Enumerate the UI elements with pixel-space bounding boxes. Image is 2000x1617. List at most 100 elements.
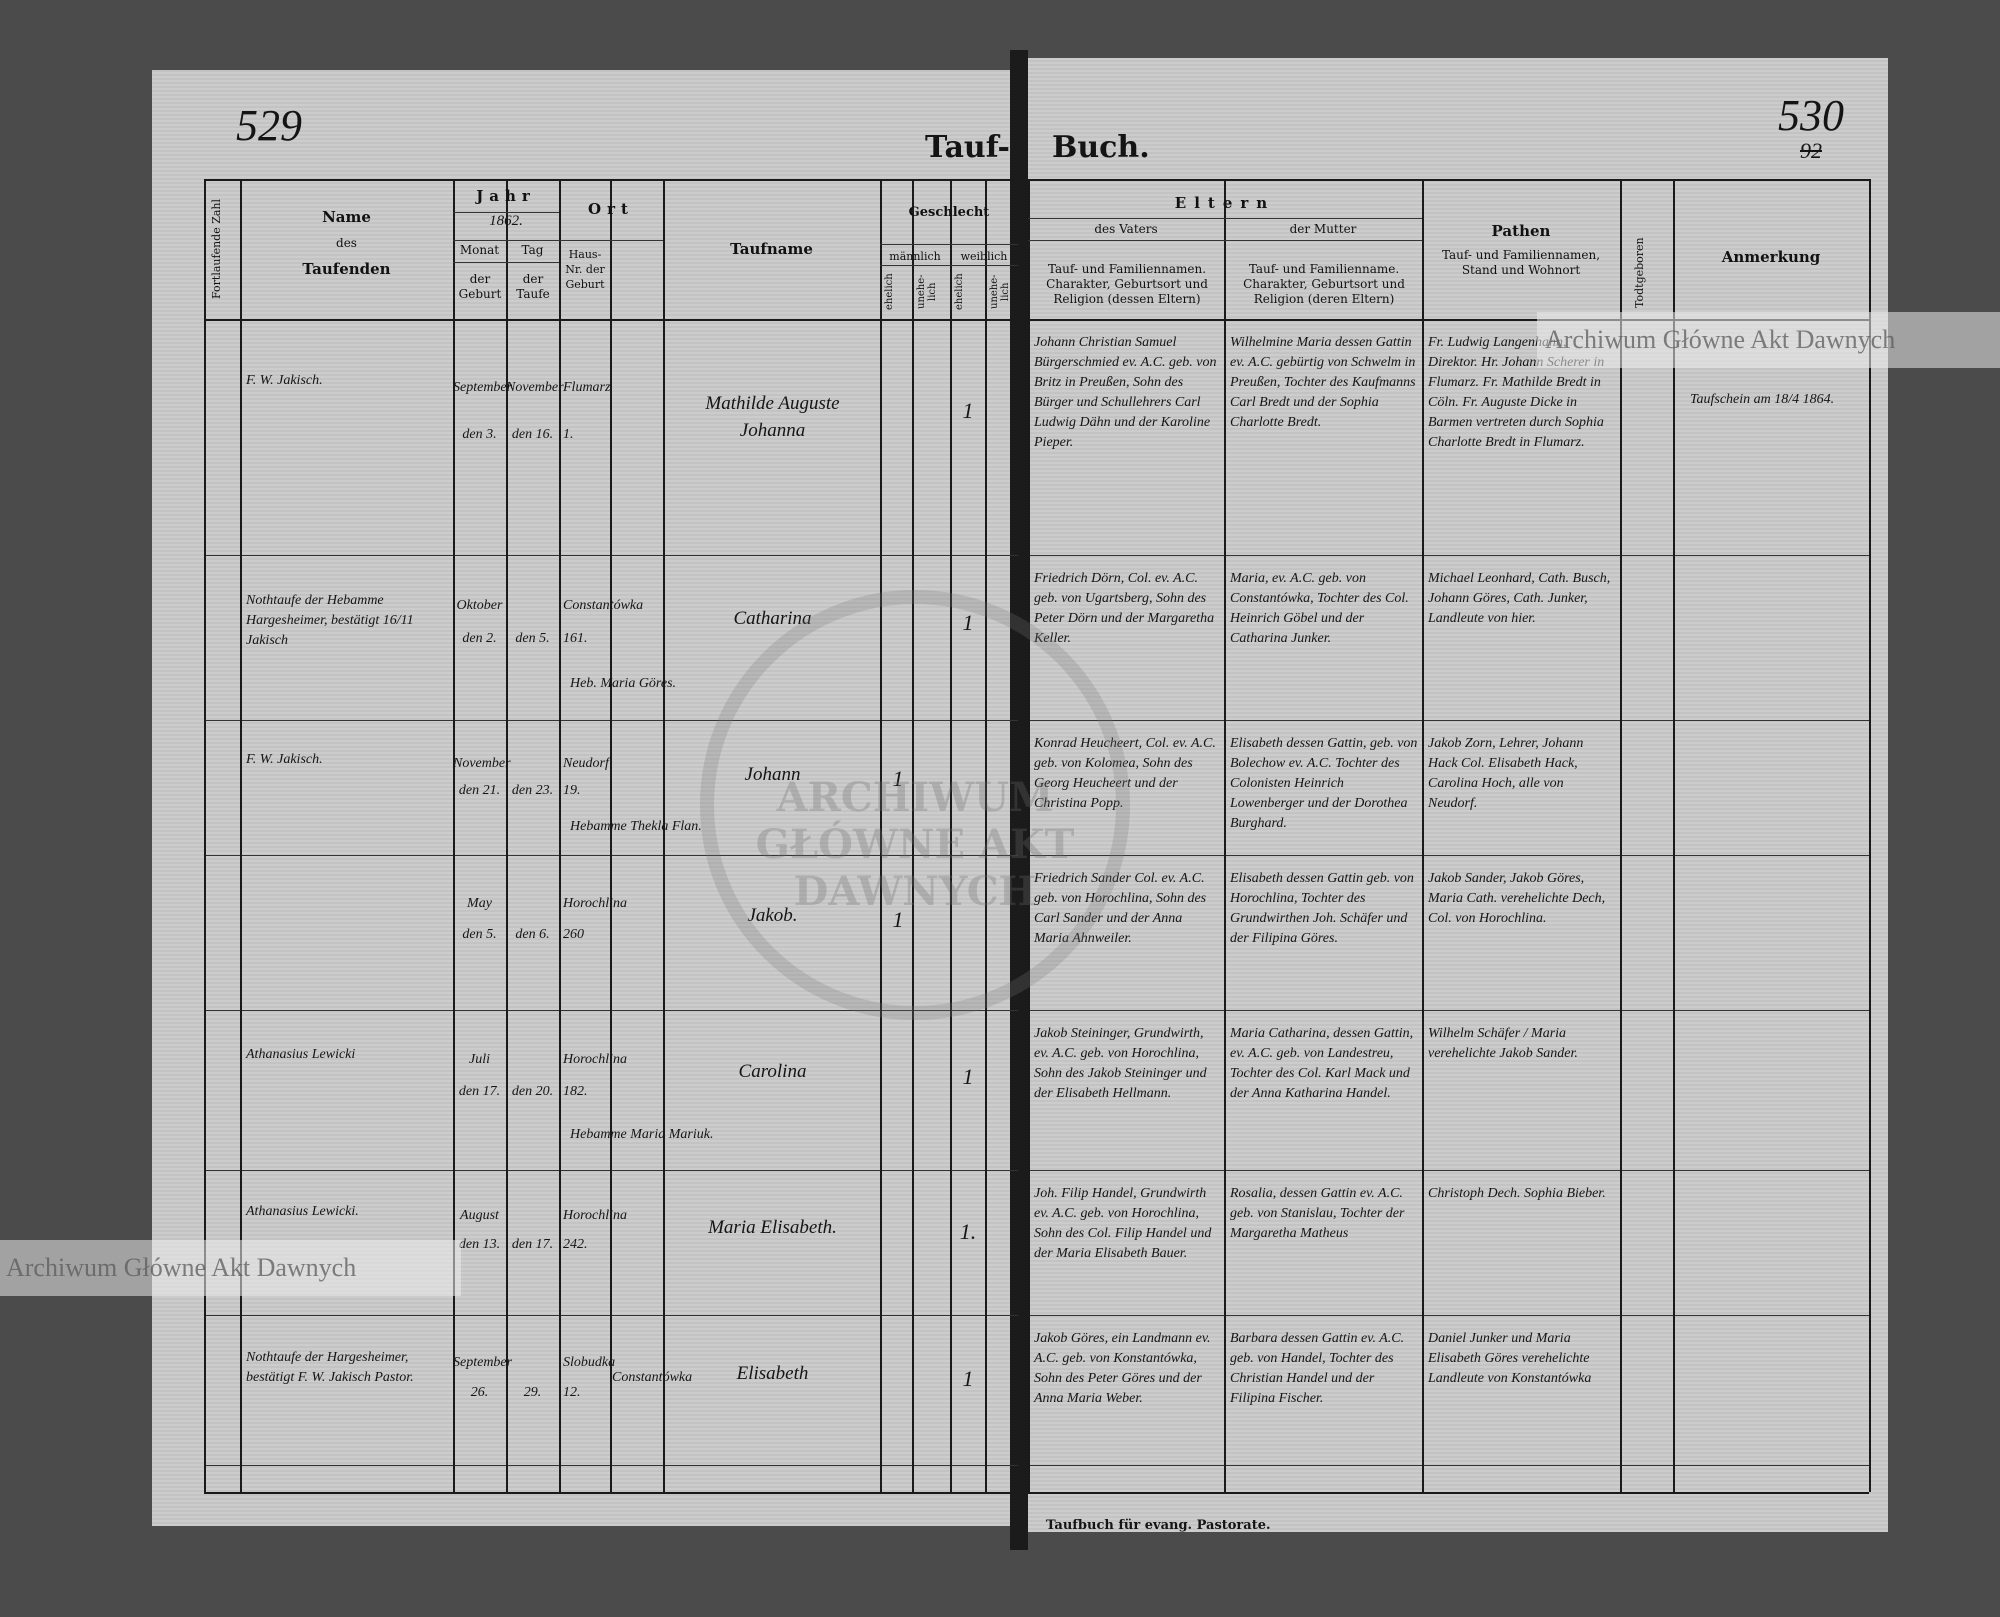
entry-ort: Neudorf <box>563 755 609 771</box>
entry-haus-nr: 12. <box>563 1384 581 1400</box>
header-name-taufenden: Taufenden <box>302 260 391 278</box>
header-maennlich: männlich <box>889 250 941 263</box>
entry-monat-geburt: September <box>453 1354 513 1370</box>
header-tag: Tag <box>521 243 544 257</box>
column-line <box>506 179 508 1492</box>
entry-vater: Jakob Steininger, Grundwirth, ev. A.C. g… <box>1034 1026 1207 1101</box>
column-line <box>1224 179 1226 1492</box>
entry-haus-nr: 161. <box>563 631 588 647</box>
entry-name-des-taufenden: Athanasius Lewicki. <box>246 1203 359 1219</box>
entry-name-des-taufenden: Athanasius Lewicki <box>246 1047 356 1063</box>
entry-tag-taufe: den 23. <box>511 782 554 798</box>
entry-tag-taufe: den 5. <box>515 631 550 647</box>
header-der-mutter: der Mutter <box>1289 222 1357 236</box>
entry-mutter: Barbara dessen Gattin ev. A.C. geb. von … <box>1230 1331 1405 1406</box>
entry-tag-geburt: den 5. <box>462 926 497 942</box>
header-name-des: des <box>336 236 357 250</box>
entry-tag-taufe: den 20. <box>511 1084 554 1099</box>
header-des-vaters: des Vaters <box>1094 222 1158 236</box>
entry-ort: Constantówka <box>563 598 644 614</box>
column-line <box>204 179 206 1492</box>
header-geschlecht: Geschlecht <box>908 205 990 220</box>
entry-ort: Horochlina <box>563 1052 628 1067</box>
entry-tag-taufe: 29. <box>523 1384 542 1400</box>
entry-hebamme: Hebamme Maria Mariuk. <box>570 1127 714 1143</box>
table-bottom-line-left <box>204 1492 1018 1494</box>
archive-seal-stamp: ARCHIWUM GŁÓWNE AKT DAWNYCH <box>700 590 1130 1020</box>
header-ehelich: ehelich <box>884 273 895 311</box>
header-monat: Monat <box>459 243 500 257</box>
entry-name-des-taufenden: F. W. Jakisch. <box>246 372 323 388</box>
entry-mutter: Maria Catharina, dessen Gattin, ev. A.C.… <box>1230 1026 1414 1101</box>
column-line <box>1673 179 1675 1492</box>
entry-tag-geburt: den 17. <box>458 1084 501 1099</box>
entry-monat-geburt: August <box>460 1208 499 1224</box>
column-line <box>559 179 561 1492</box>
entry-geschlecht-mark: 1 <box>962 1365 974 1391</box>
entry-taufname: Maria Elisabeth. <box>708 1216 837 1238</box>
entry-tag-taufe: den 17. <box>511 1237 554 1253</box>
header-subline <box>880 244 1018 245</box>
header-bottom-line-right <box>1028 319 1869 321</box>
entry-mutter: Rosalia, dessen Gattin ev. A.C. geb. von… <box>1230 1186 1405 1241</box>
header-unehelich: unehe-lich <box>989 274 1011 310</box>
entry-ort: Horochlina <box>563 1208 628 1224</box>
year-value: 1862. <box>489 213 523 229</box>
column-line <box>453 179 455 1492</box>
entry-vater: Jakob Göres, ein Landmann ev. A.C. geb. … <box>1034 1331 1211 1406</box>
header-der-taufe: der Taufe <box>516 272 550 301</box>
entry-vater: Joh. Filip Handel, Grundwirth ev. A.C. g… <box>1034 1186 1212 1261</box>
entry-tag-geburt: den 3. <box>462 427 497 443</box>
entry-haus-nr: 19. <box>563 782 581 798</box>
header-todtgeboren: Todtgeboren <box>1633 237 1646 309</box>
seal-text: ARCHIWUM GŁÓWNE AKT DAWNYCH <box>755 774 1075 915</box>
entry-vater: Friedrich Dörn, Col. ev. A.C. geb. von U… <box>1034 571 1215 646</box>
entry-anmerkung: Taufschein am 18/4 1864. <box>1690 391 1835 407</box>
table-top-line-right <box>1028 179 1869 181</box>
entry-pathen: Daniel Junker und Maria Elisabeth Göres … <box>1428 1331 1592 1386</box>
entry-tag-geburt: den 2. <box>462 631 497 647</box>
entry-haus-nr: 182. <box>563 1084 588 1099</box>
entry-mutter: Elisabeth dessen Gattin geb. von Horochl… <box>1230 871 1414 946</box>
entry-ort: Flumarz <box>563 380 611 395</box>
header-fortlaufende-zahl: Fortlaufende Zahl <box>210 199 223 300</box>
entry-hebamme: Heb. Maria Göres. <box>570 675 677 691</box>
entry-pathen: Wilhelm Schäfer / Maria verehelichte Jak… <box>1428 1026 1578 1061</box>
entry-ort: Horochlina <box>563 895 628 911</box>
header-vater-desc: Tauf- und Familiennamen. Charakter, Gebu… <box>1046 262 1208 306</box>
row-divider-right <box>1028 855 1869 856</box>
entry-tag-geburt: den 21. <box>458 782 501 798</box>
entry-tag-geburt: den 13. <box>458 1237 501 1253</box>
entry-tag-taufe: den 16. <box>511 427 554 443</box>
header-der-geburt: der Geburt <box>458 272 502 301</box>
entry-vater: Johann Christian Samuel Bürgerschmied ev… <box>1034 335 1217 450</box>
footer-text: Taufbuch für evang. Pastorate. <box>1046 1518 1271 1533</box>
header-subline <box>1028 218 1422 219</box>
entry-geschlecht-mark: 1 <box>962 1063 974 1089</box>
column-line <box>663 179 665 1492</box>
entry-monat-geburt: November <box>453 755 511 771</box>
column-line <box>610 179 612 1492</box>
entry-monat-geburt: Juli <box>469 1052 490 1067</box>
entry-taufname: Catharina <box>733 607 812 629</box>
header-anmerkung: Anmerkung <box>1721 248 1821 266</box>
table-bottom-line-right <box>1028 1492 1869 1494</box>
page-number-old: 92 <box>1800 138 1822 163</box>
watermark-bottom: Archiwum Główne Akt Dawnych <box>0 1240 461 1296</box>
entry-name-des-taufenden: Nothtaufe der Hargesheimer, bestätigt F.… <box>246 1350 414 1385</box>
entry-taufname: Elisabeth <box>736 1363 809 1384</box>
column-line <box>1422 179 1424 1492</box>
column-line <box>1869 179 1871 1492</box>
entry-ort-taufe: Constantówka <box>612 1369 693 1385</box>
watermark-top: Archiwum Główne Akt Dawnych <box>1537 312 2000 368</box>
row-divider-right <box>1028 1010 1869 1011</box>
header-subline <box>1028 240 1422 241</box>
column-line <box>1620 179 1622 1492</box>
entry-monat-geburt: Oktober <box>456 598 503 614</box>
entry-monat-taufe: November <box>506 380 564 395</box>
column-line <box>240 179 242 1492</box>
header-subline <box>880 265 1018 266</box>
page-number-left: 529 <box>236 101 302 150</box>
right-page <box>1026 58 1888 1532</box>
entry-pathen: Michael Leonhard, Cath. Busch, Johann Gö… <box>1428 571 1611 626</box>
